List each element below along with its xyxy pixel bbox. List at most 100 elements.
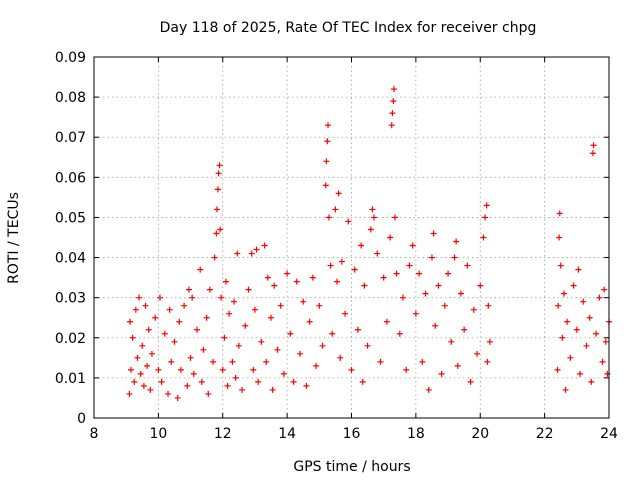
data-point: [261, 242, 268, 249]
data-point: [144, 362, 151, 369]
y-tick-label: 0.02: [55, 331, 86, 347]
x-tick-label: 24: [600, 426, 618, 442]
data-point: [280, 370, 287, 377]
data-point: [377, 358, 384, 365]
data-point: [470, 306, 477, 313]
data-point: [221, 334, 228, 341]
data-point: [593, 330, 600, 337]
data-point: [451, 254, 458, 261]
data-point: [364, 342, 371, 349]
data-point: [128, 366, 135, 373]
data-point: [577, 370, 584, 377]
data-point: [137, 370, 144, 377]
data-point: [263, 358, 270, 365]
data-point: [222, 278, 229, 285]
data-point: [428, 254, 435, 261]
data-point: [213, 230, 220, 237]
data-point: [264, 274, 271, 281]
data-point: [171, 338, 178, 345]
data-point: [486, 338, 493, 345]
data-point: [483, 202, 490, 209]
data-point: [184, 382, 191, 389]
x-tick-label: 22: [536, 426, 554, 442]
data-point: [274, 346, 281, 353]
data-point: [345, 218, 352, 225]
data-point: [445, 270, 452, 277]
data-point: [567, 354, 574, 361]
y-tick-label: 0.09: [55, 50, 86, 66]
data-point: [147, 386, 154, 393]
data-point: [235, 342, 242, 349]
y-tick-label: 0.08: [55, 90, 86, 106]
data-point: [556, 210, 563, 217]
data-point: [448, 338, 455, 345]
data-point: [290, 378, 297, 385]
data-point: [484, 358, 491, 365]
data-point: [231, 298, 238, 305]
data-point: [441, 302, 448, 309]
data-point: [467, 378, 474, 385]
data-point: [412, 310, 419, 317]
data-point: [461, 326, 468, 333]
data-point: [602, 338, 609, 345]
data-point: [177, 366, 184, 373]
data-point: [166, 306, 173, 313]
data-point: [131, 378, 138, 385]
data-point: [155, 366, 162, 373]
x-tick-label: 8: [90, 426, 99, 442]
data-point: [309, 274, 316, 281]
data-point: [590, 142, 597, 149]
data-point: [211, 254, 218, 261]
data-point: [393, 270, 400, 277]
data-point: [134, 354, 141, 361]
data-point: [383, 318, 390, 325]
y-axis-ticks: 0 0.01 0.02 0.03 0.04 0.05 0.06 0.07 0.08 0.09: [55, 50, 609, 427]
data-point: [287, 330, 294, 337]
data-point: [215, 170, 222, 177]
data-point: [145, 326, 152, 333]
data-point: [583, 342, 590, 349]
x-tick-label: 18: [407, 426, 425, 442]
data-point: [580, 298, 587, 305]
data-point: [359, 378, 366, 385]
data-point: [158, 378, 165, 385]
data-point: [219, 366, 226, 373]
data-point: [485, 302, 492, 309]
data-point: [371, 214, 378, 221]
data-point: [573, 326, 580, 333]
data-point: [374, 250, 381, 257]
data-point: [575, 266, 582, 273]
data-point: [216, 162, 223, 169]
data-point: [316, 302, 323, 309]
data-point: [189, 294, 196, 301]
data-point: [258, 338, 265, 345]
data-point: [390, 86, 397, 93]
data-point: [300, 298, 307, 305]
data-point: [555, 302, 562, 309]
data-point: [422, 290, 429, 297]
data-point: [293, 278, 300, 285]
y-tick-label: 0.05: [55, 210, 86, 226]
data-point: [217, 226, 224, 233]
data-point: [390, 98, 397, 105]
data-point: [136, 294, 143, 301]
data-point: [416, 270, 423, 277]
data-point: [453, 238, 460, 245]
data-point: [387, 234, 394, 241]
x-tick-label: 16: [343, 426, 361, 442]
data-point: [425, 386, 432, 393]
data-point: [596, 294, 603, 301]
data-point: [430, 230, 437, 237]
data-point: [351, 266, 358, 273]
y-tick-label: 0: [77, 411, 86, 427]
data-points: [126, 86, 612, 401]
data-point: [358, 242, 365, 249]
data-point: [297, 350, 303, 357]
x-tick-label: 12: [214, 426, 232, 442]
data-point: [482, 214, 489, 221]
data-point: [165, 390, 172, 397]
x-axis-ticks: 8 10 12 14 16 18 20 22 24: [90, 57, 618, 442]
data-point: [251, 306, 258, 313]
y-tick-label: 0.06: [55, 170, 86, 186]
